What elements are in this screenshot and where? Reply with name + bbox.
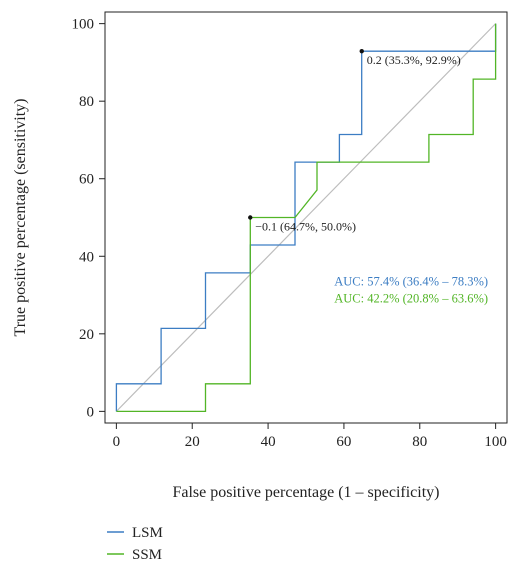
threshold-point-lsm — [359, 48, 364, 54]
x-tick-label: 60 — [336, 434, 351, 450]
y-tick-label: 80 — [79, 94, 94, 110]
legend-label-ssm: SSM — [132, 547, 162, 563]
series-line-lsm — [115, 23, 497, 412]
auc-label-lsm: AUC: 57.4% (36.4% – 78.3%) — [334, 274, 488, 288]
x-tick-label: 80 — [412, 434, 427, 450]
y-tick-label: 20 — [79, 327, 94, 343]
threshold-label-ssm: −0.1 (64.7%, 50.0%) — [255, 220, 356, 234]
x-tick-label: 0 — [113, 434, 121, 450]
x-tick-label: 40 — [261, 434, 276, 450]
y-axis-title: True positive percentage (sensitivity) — [12, 98, 29, 336]
x-tick-label: 100 — [484, 434, 507, 450]
threshold-label-lsm: 0.2 (35.3%, 92.9%) — [367, 53, 461, 67]
axes: 0 20 40 60 80 100 0 20 40 60 80 100 — [72, 17, 507, 450]
x-tick-label: 20 — [185, 434, 200, 450]
threshold-point-ssm — [248, 215, 253, 220]
y-tick-label: 0 — [87, 404, 95, 420]
plot-content: 0.2 (35.3%, 92.9%) −0.1 (64.7%, 50.0%) AUC… — [115, 23, 497, 413]
x-axis-title: False positive percentage (1 – specifici… — [172, 484, 439, 501]
auc-label-ssm: AUC: 42.2% (20.8% – 63.6%) — [334, 291, 488, 305]
y-tick-label: 60 — [79, 172, 94, 188]
series-line-ssm — [116, 23, 497, 413]
y-tick-label: 100 — [72, 17, 95, 33]
y-tick-label: 40 — [79, 249, 94, 265]
legend: LSM SSM — [107, 525, 163, 563]
plot-frame — [104, 11, 508, 424]
diagonal-reference-line — [115, 23, 497, 412]
legend-label-lsm: LSM — [132, 525, 163, 541]
